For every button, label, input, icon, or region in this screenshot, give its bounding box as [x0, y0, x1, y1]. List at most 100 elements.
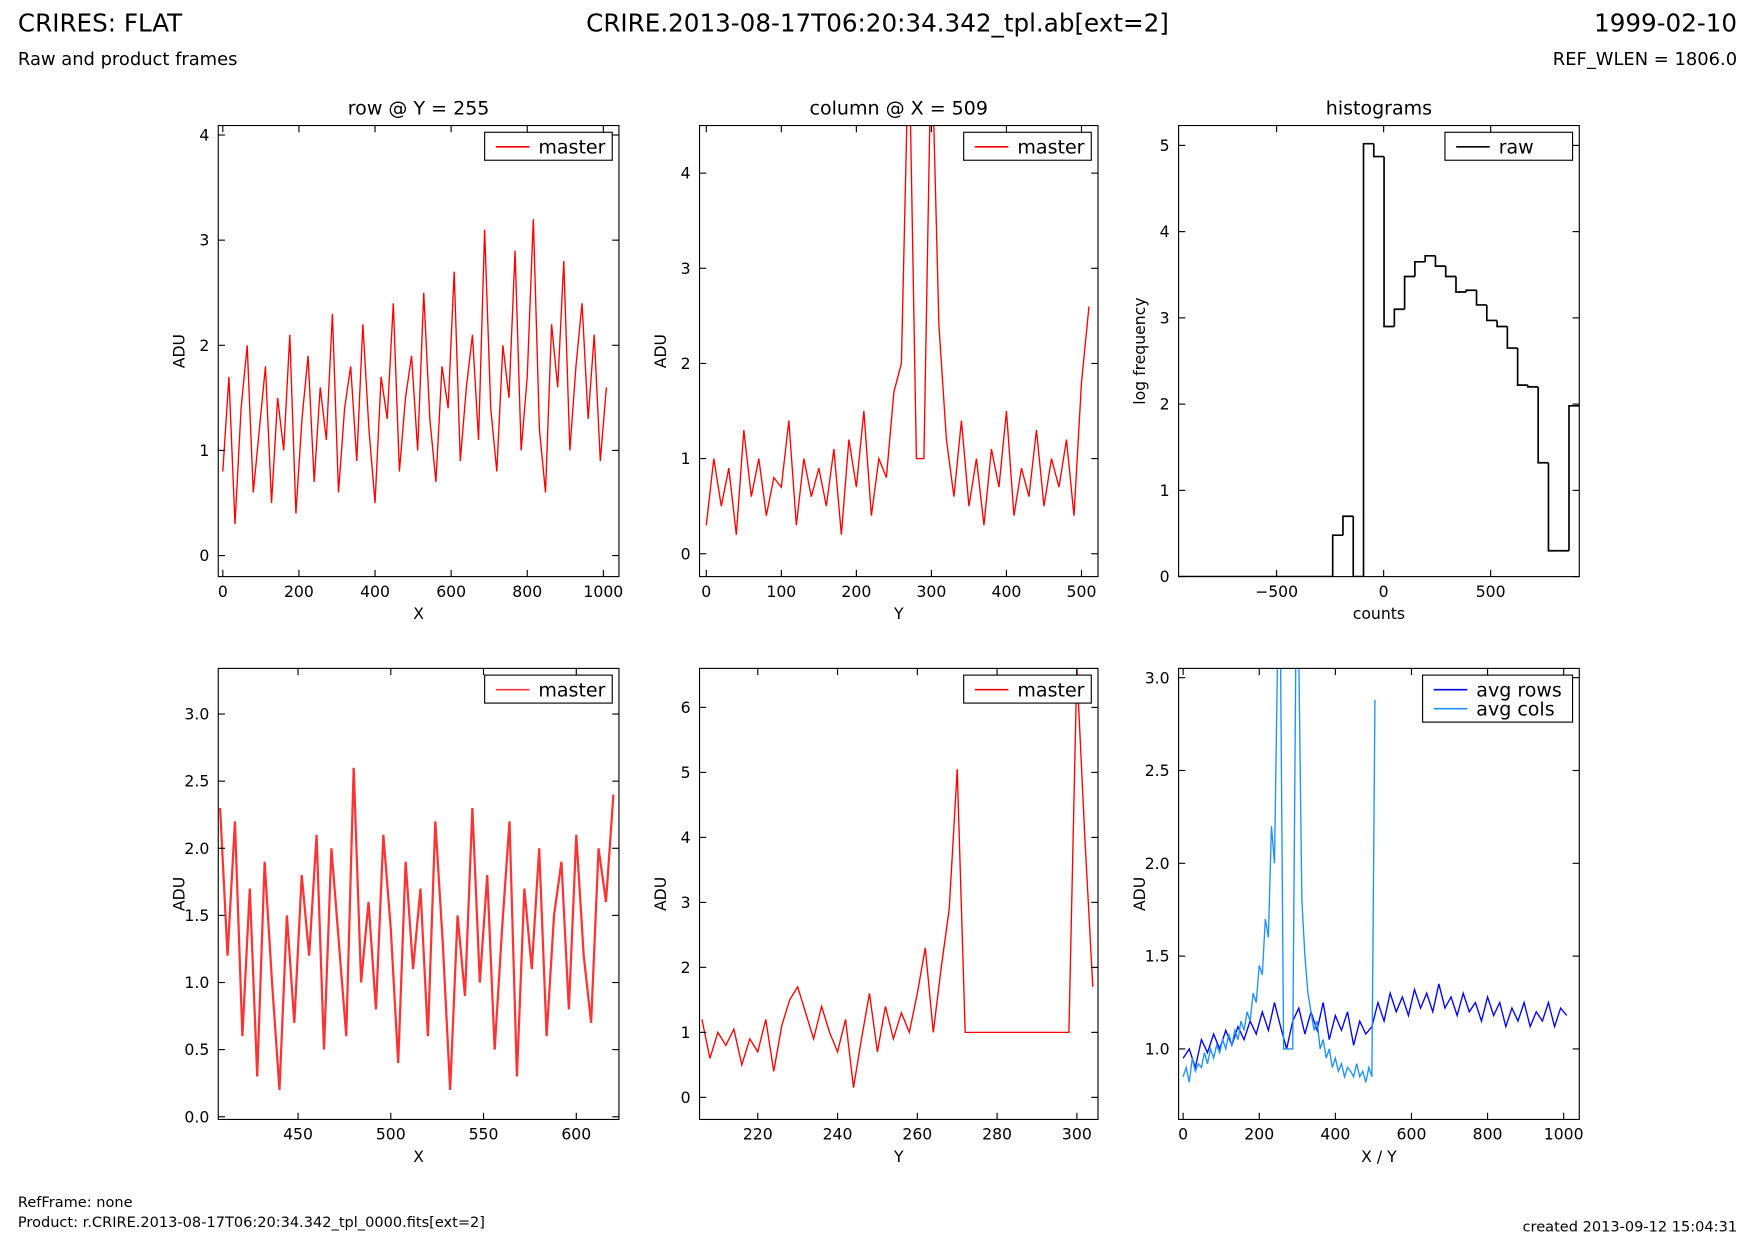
y-tick-label: 4 — [681, 164, 691, 183]
y-axis-label: ADU — [170, 877, 189, 911]
histogram-step — [1414, 260, 1426, 277]
x-tick-label: 220 — [743, 1125, 773, 1144]
histogram-step — [1342, 515, 1354, 536]
y-axis-label: ADU — [651, 877, 670, 911]
histogram-step — [1527, 385, 1539, 388]
y-tick-label: 1.5 — [184, 906, 209, 925]
plot-area — [222, 219, 608, 525]
chart-panel: 0 100 200 300 400 500 0 1 2 3 4 column @ X = 509 Y AD… — [651, 97, 1099, 623]
y-tick-label: 1 — [199, 441, 209, 460]
legend-label: master — [538, 679, 605, 701]
y-axis-label: ADU — [1130, 877, 1149, 911]
x-tick-label: 500 — [1476, 582, 1506, 601]
y-axis-label: ADU — [651, 334, 670, 368]
histogram-step — [1362, 142, 1374, 577]
histogram-step — [1516, 348, 1528, 386]
y-tick-label: 3 — [199, 231, 209, 250]
histogram-step — [1383, 156, 1395, 328]
y-tick-label: 0 — [199, 546, 209, 565]
x-tick-label: 260 — [902, 1125, 932, 1144]
y-tick-label: 3 — [681, 893, 691, 912]
y-tick-label: 1 — [681, 1023, 691, 1042]
x-tick-label: 200 — [1244, 1125, 1274, 1144]
chart-panel: 450 500 550 600 0.0 0.5 1.0 1.5 2.0 2.5 3.0 X ADU mas… — [170, 667, 620, 1166]
x-tick-label: 800 — [512, 582, 542, 601]
plot-frame — [1178, 124, 1580, 578]
x-axis-label: counts — [1353, 604, 1405, 623]
chart-title: row @ Y = 255 — [348, 97, 490, 119]
legend: master — [484, 131, 613, 161]
histogram-step — [1372, 143, 1385, 158]
histogram-step — [1455, 276, 1467, 293]
legend: master — [963, 674, 1092, 704]
x-tick-label: 1000 — [583, 582, 623, 601]
x-tick-label: 400 — [360, 582, 390, 601]
histogram-step — [1444, 266, 1456, 278]
y-tick-label: 0 — [1160, 567, 1170, 586]
y-tick-label: 0 — [681, 544, 691, 563]
legend-label: master — [538, 137, 605, 159]
data-line — [218, 767, 615, 1090]
legend: master — [963, 131, 1092, 161]
y-tick-label: 1 — [1160, 481, 1170, 500]
y-tick-label: 1.0 — [184, 973, 209, 992]
y-tick-label: 1.5 — [1145, 947, 1170, 966]
x-tick-label: 600 — [1397, 1125, 1427, 1144]
y-tick-label: 1.0 — [1145, 1040, 1170, 1059]
legend-label: avg cols — [1476, 698, 1554, 720]
chart-title: histograms — [1326, 97, 1432, 119]
plot-frame — [217, 667, 620, 1121]
x-axis-label: Y — [893, 604, 904, 623]
ref-wlen: REF_WLEN = 1806.0 — [1553, 49, 1737, 70]
histogram-step — [1465, 289, 1477, 293]
x-tick-label: 500 — [376, 1125, 406, 1144]
page-title: CRIRES: FLAT — [18, 9, 183, 38]
x-axis-label: X — [413, 1147, 424, 1166]
x-tick-label: 550 — [469, 1125, 499, 1144]
plot-frame — [217, 124, 620, 578]
x-axis-label: X / Y — [1361, 1147, 1397, 1166]
y-tick-label: 4 — [1160, 222, 1170, 241]
y-tick-label: 6 — [681, 698, 691, 717]
histogram-step — [1506, 326, 1518, 349]
histogram-step — [1537, 386, 1549, 464]
y-tick-label: 0.5 — [184, 1040, 209, 1059]
histogram-step — [1475, 290, 1487, 306]
x-tick-label: −500 — [1255, 582, 1298, 601]
histogram-step — [1424, 254, 1436, 262]
y-axis-label: log frequency — [1130, 297, 1149, 404]
x-tick-label: 0 — [1379, 582, 1389, 601]
data-line — [705, 125, 1090, 535]
y-tick-label: 3 — [681, 259, 691, 278]
x-tick-label: 800 — [1473, 1125, 1503, 1144]
plot-frame — [1178, 667, 1580, 1121]
y-tick-label: 5 — [681, 763, 691, 782]
legend: master — [484, 674, 613, 704]
x-tick-label: 0 — [218, 582, 228, 601]
y-tick-label: 2.5 — [184, 772, 209, 791]
legend-label: master — [1017, 679, 1084, 701]
x-tick-label: 450 — [283, 1125, 313, 1144]
legend-label: avg rows — [1476, 679, 1562, 701]
histogram-step — [1485, 304, 1498, 322]
date: 1999-02-10 — [1594, 9, 1737, 38]
y-tick-label: 1 — [681, 449, 691, 468]
x-tick-label: 400 — [1320, 1125, 1350, 1144]
x-tick-label: 400 — [992, 582, 1022, 601]
y-tick-label: 4 — [681, 828, 691, 847]
plot-area — [218, 767, 615, 1090]
product: Product: r.CRIRE.2013-08-17T06:20:34.342… — [18, 1214, 485, 1231]
histogram-step — [1393, 308, 1405, 327]
plot-area — [1182, 668, 1568, 1083]
chart-panel: 0 200 400 600 800 1000 1.0 1.5 2.0 2.5 3.0 X / Y ADU… — [1130, 667, 1584, 1166]
x-tick-label: 1000 — [1544, 1125, 1584, 1144]
x-tick-label: 0 — [1178, 1125, 1188, 1144]
x-tick-label: 600 — [561, 1125, 591, 1144]
histogram-step — [1496, 320, 1508, 328]
x-axis-label: Y — [893, 1147, 904, 1166]
chart-panel: 220 240 260 280 300 0 1 2 3 4 5 6 Y ADU master — [651, 667, 1099, 1166]
y-tick-label: 3.0 — [1145, 668, 1170, 687]
y-axis-label: ADU — [170, 334, 189, 368]
